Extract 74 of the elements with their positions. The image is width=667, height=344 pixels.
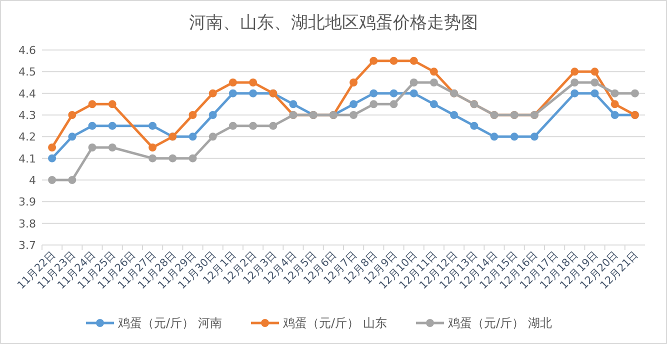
- point: [68, 176, 76, 184]
- point: [430, 68, 438, 76]
- point: [188, 111, 197, 119]
- point: [68, 132, 76, 141]
- point: [490, 132, 498, 141]
- point: [68, 111, 76, 119]
- point: [168, 154, 177, 162]
- point: [228, 122, 237, 130]
- legend-label: 鸡蛋（元/斤） 河南: [117, 316, 222, 330]
- y-tick-label: 4.3: [18, 109, 36, 122]
- y-tick-label: 3.9: [18, 196, 36, 209]
- point: [148, 144, 157, 152]
- point: [410, 89, 418, 98]
- point: [148, 122, 157, 130]
- point: [88, 144, 96, 152]
- point: [530, 132, 538, 141]
- point: [48, 176, 56, 184]
- point: [48, 144, 56, 152]
- point: [108, 100, 116, 108]
- y-tick-label: 4.2: [18, 130, 36, 144]
- point: [188, 154, 197, 162]
- point: [88, 122, 96, 130]
- point: [410, 78, 418, 86]
- point: [148, 154, 157, 162]
- legend-label: 鸡蛋（元/斤） 山东: [282, 316, 387, 330]
- point: [470, 122, 478, 130]
- point: [208, 89, 217, 98]
- point: [630, 89, 639, 98]
- point: [249, 122, 258, 130]
- legend-label: 鸡蛋（元/斤） 湖北: [447, 316, 552, 330]
- point: [208, 132, 217, 141]
- point: [430, 78, 438, 86]
- point: [188, 132, 197, 141]
- point: [228, 89, 237, 98]
- point: [450, 111, 458, 119]
- point: [610, 100, 619, 108]
- chart-title: 河南、山东、湖北地区鸡蛋价格走势图: [189, 13, 478, 33]
- y-tick-label: 4: [29, 174, 36, 187]
- point: [370, 100, 378, 108]
- point: [228, 78, 237, 86]
- point: [390, 100, 398, 108]
- point: [350, 111, 358, 119]
- y-tick-label: 3.7: [18, 239, 36, 252]
- point: [370, 89, 378, 98]
- point: [249, 78, 258, 86]
- point: [570, 89, 579, 98]
- point: [289, 100, 298, 108]
- point: [108, 122, 116, 130]
- y-tick-label: 4.1: [18, 152, 36, 166]
- point: [590, 89, 599, 98]
- point: [610, 89, 619, 98]
- point: [510, 132, 518, 141]
- point: [610, 111, 619, 119]
- point: [570, 68, 579, 76]
- point: [390, 89, 398, 98]
- point: [590, 78, 599, 86]
- y-tick-label: 4.4: [18, 87, 36, 100]
- point: [269, 122, 278, 130]
- y-tick-label: 3.8: [18, 217, 36, 230]
- point: [88, 100, 96, 108]
- y-tick-label: 4.6: [18, 44, 36, 57]
- point: [570, 78, 579, 86]
- y-tick-label: 4.5: [18, 66, 36, 79]
- point: [430, 100, 438, 108]
- point: [48, 154, 56, 162]
- point: [208, 111, 217, 119]
- point: [410, 56, 418, 65]
- point: [390, 56, 398, 65]
- point: [350, 78, 358, 86]
- point: [350, 100, 358, 108]
- point: [370, 56, 378, 65]
- point: [108, 144, 116, 152]
- point: [249, 89, 258, 98]
- point: [590, 68, 599, 76]
